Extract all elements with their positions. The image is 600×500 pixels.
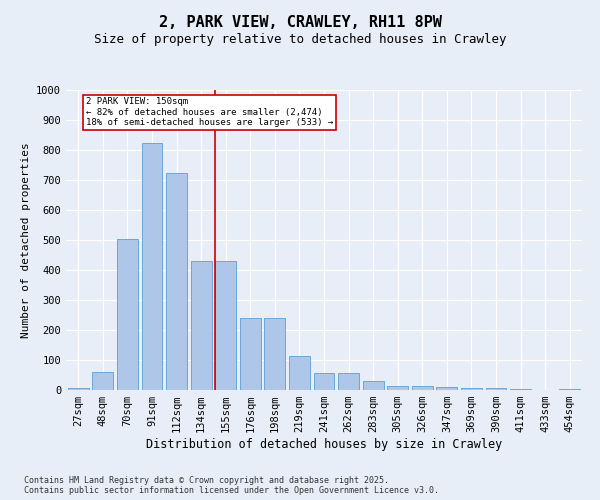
Bar — [461, 388, 482, 390]
Bar — [412, 386, 433, 390]
Bar — [559, 388, 580, 390]
Bar — [510, 388, 531, 390]
Bar — [240, 318, 261, 390]
Bar — [265, 318, 286, 390]
Bar — [117, 238, 138, 390]
Bar — [314, 373, 334, 390]
Bar — [387, 386, 408, 390]
Bar — [289, 356, 310, 390]
Bar — [215, 261, 236, 390]
Bar — [362, 381, 383, 390]
Bar — [436, 387, 457, 390]
Bar — [142, 142, 163, 390]
Bar — [485, 388, 506, 390]
Bar — [68, 388, 89, 390]
Text: Contains HM Land Registry data © Crown copyright and database right 2025.
Contai: Contains HM Land Registry data © Crown c… — [24, 476, 439, 495]
Text: 2, PARK VIEW, CRAWLEY, RH11 8PW: 2, PARK VIEW, CRAWLEY, RH11 8PW — [158, 15, 442, 30]
Bar — [92, 372, 113, 390]
Text: 2 PARK VIEW: 150sqm
← 82% of detached houses are smaller (2,474)
18% of semi-det: 2 PARK VIEW: 150sqm ← 82% of detached ho… — [86, 98, 333, 128]
Bar — [166, 172, 187, 390]
Text: Size of property relative to detached houses in Crawley: Size of property relative to detached ho… — [94, 32, 506, 46]
X-axis label: Distribution of detached houses by size in Crawley: Distribution of detached houses by size … — [146, 438, 502, 451]
Y-axis label: Number of detached properties: Number of detached properties — [20, 142, 31, 338]
Bar — [338, 373, 359, 390]
Bar — [191, 261, 212, 390]
